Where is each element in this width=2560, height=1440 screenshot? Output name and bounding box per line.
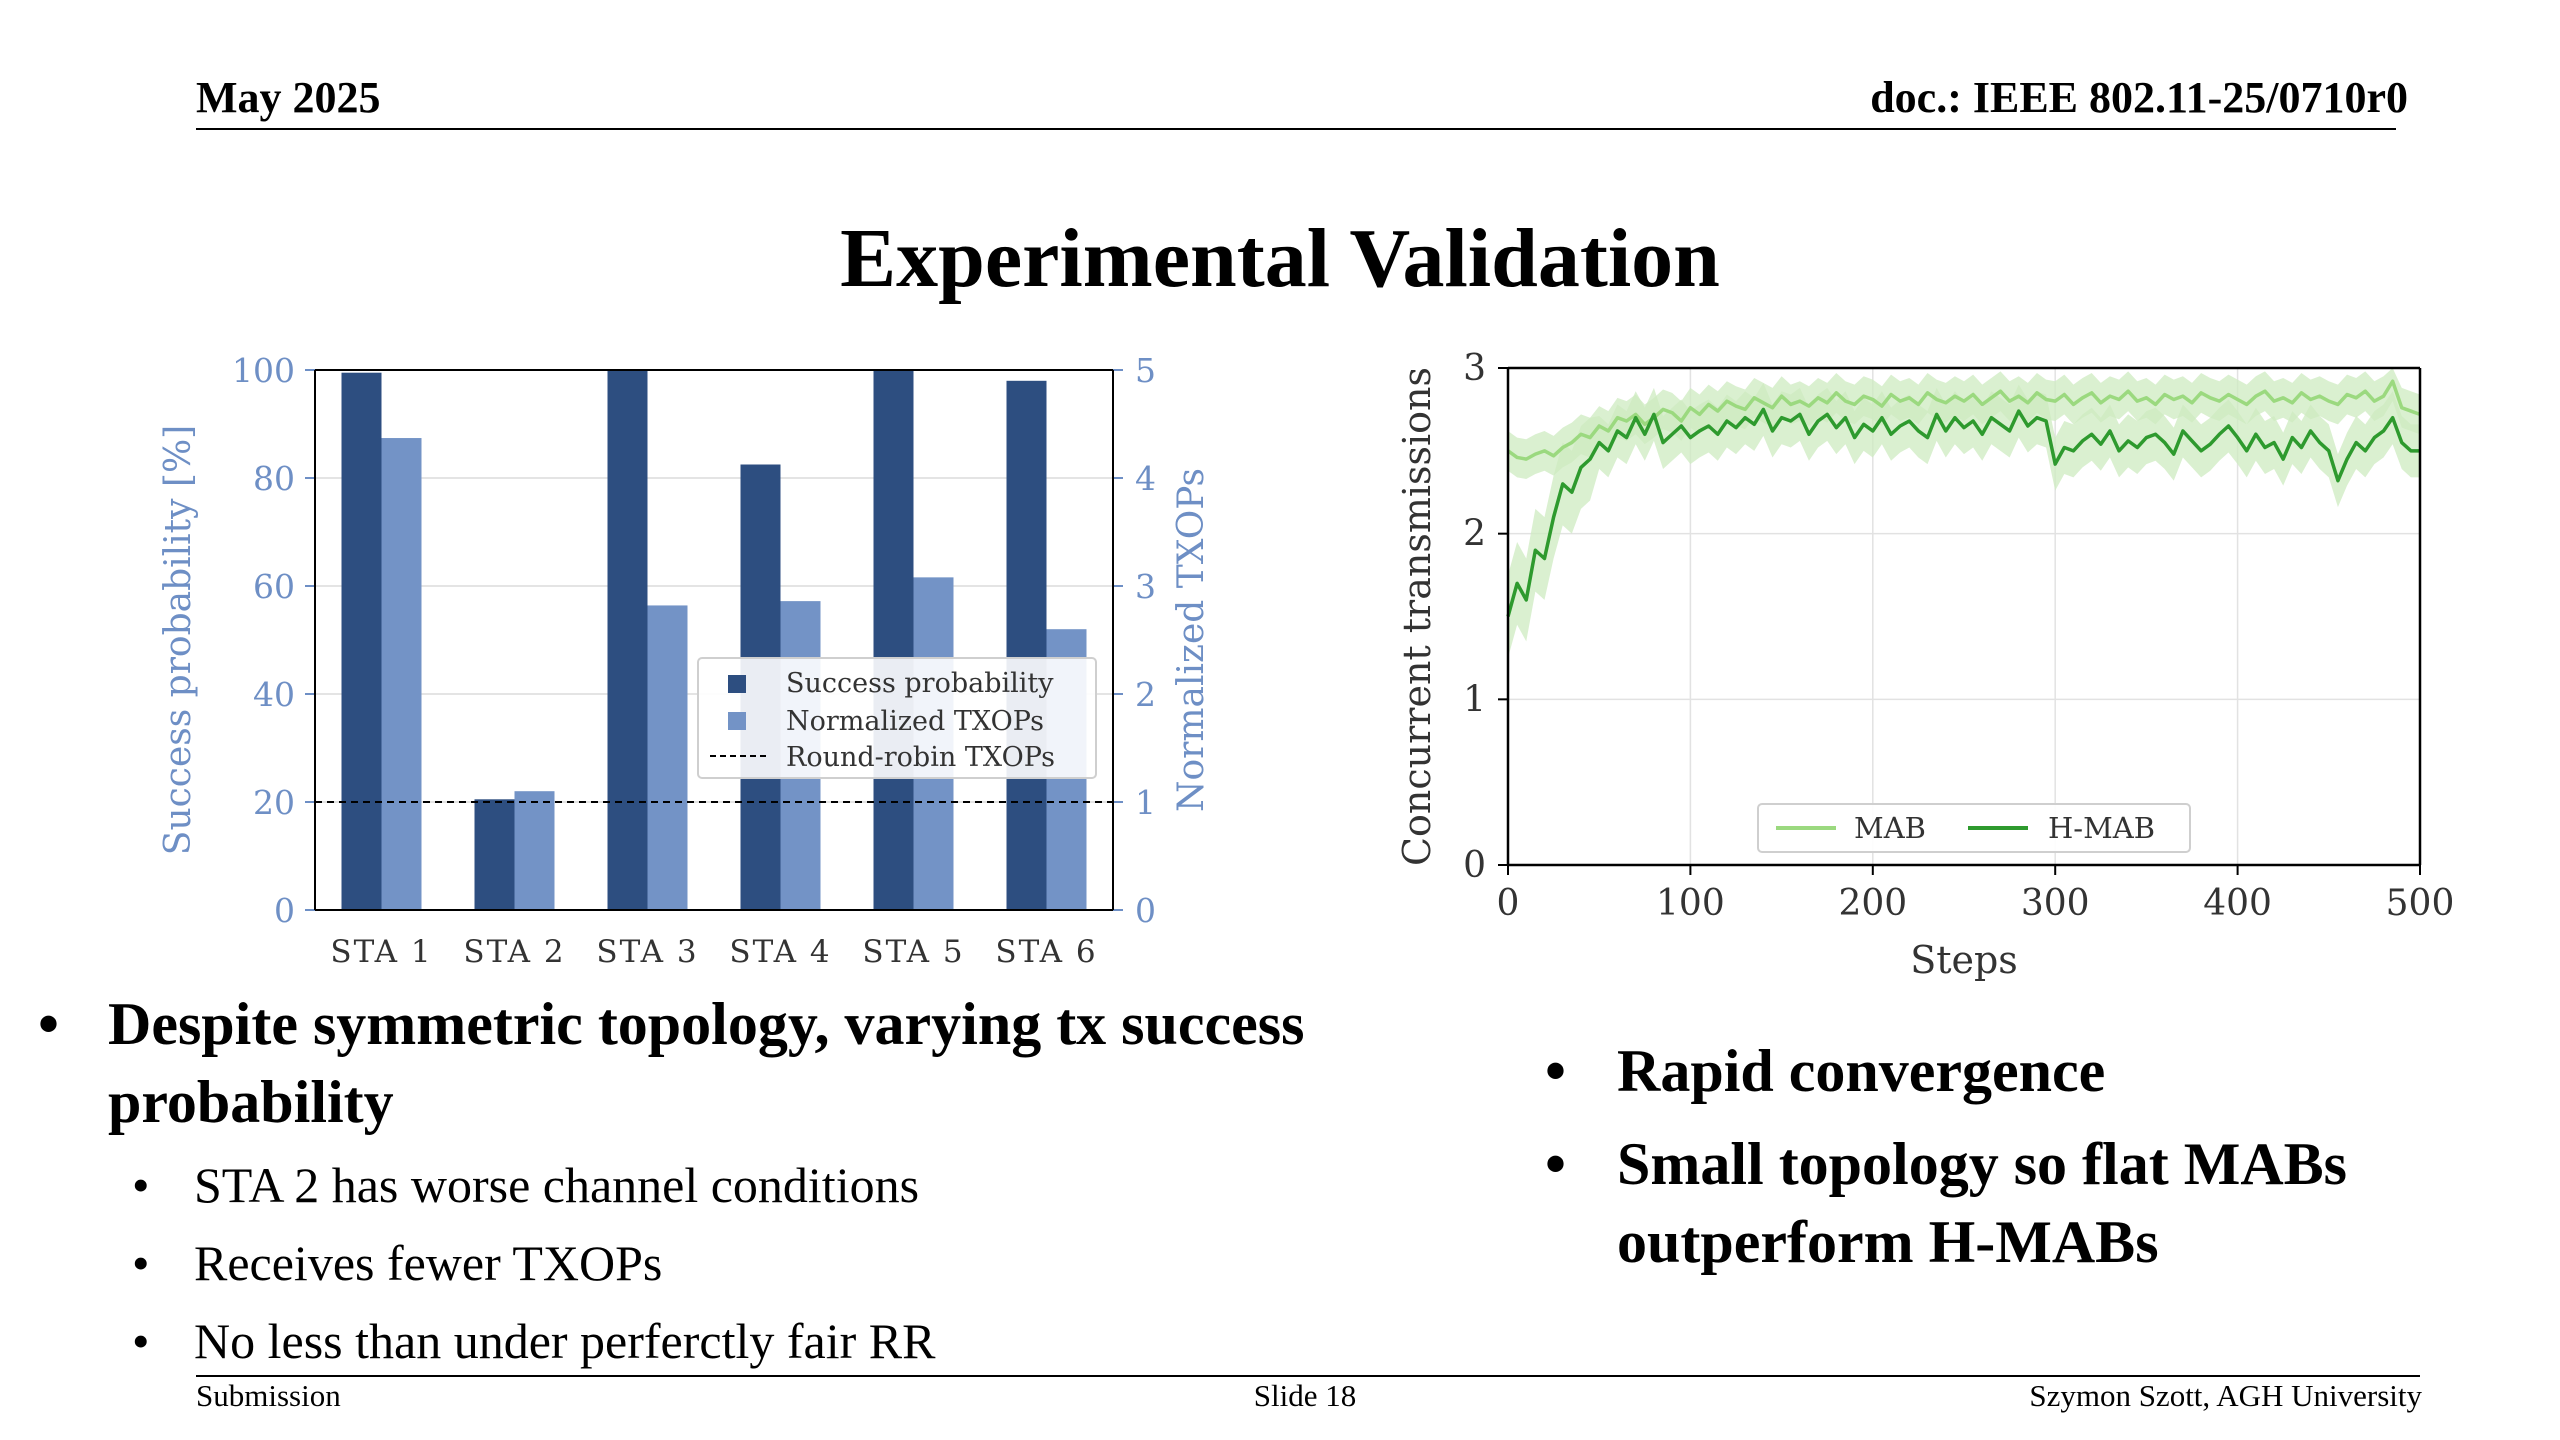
bullet-dot: • bbox=[132, 1157, 150, 1213]
y-right-tick-label: 3 bbox=[1135, 567, 1156, 606]
legend-label: Round-robin TXOPs bbox=[786, 742, 1055, 773]
y-tick-label: 2 bbox=[1463, 514, 1486, 555]
x-tick-label: 500 bbox=[2386, 883, 2455, 924]
bar-normalized-txops bbox=[381, 438, 422, 910]
y-axis-title: Success probability [%] bbox=[158, 425, 199, 855]
left-sub-bullet-3: • No less than under perferctly fair RR bbox=[132, 1311, 1432, 1371]
bar-success-probability bbox=[607, 370, 648, 910]
x-tick-label: STA 5 bbox=[862, 934, 964, 970]
bar-normalized-txops bbox=[647, 605, 688, 910]
bar-success-probability bbox=[474, 799, 515, 910]
bullet-dot: • bbox=[132, 1235, 150, 1291]
x-tick-label: STA 4 bbox=[729, 934, 831, 970]
left-sub-bullet-text: Receives fewer TXOPs bbox=[194, 1235, 663, 1291]
legend-label: MAB bbox=[1854, 811, 1926, 845]
left-sub-bullet-1: • STA 2 has worse channel conditions bbox=[132, 1155, 1432, 1215]
header-doc-id: doc.: IEEE 802.11-25/0710r0 bbox=[1870, 73, 2408, 122]
y-right-tick-label: 4 bbox=[1135, 459, 1156, 498]
x-tick-label: 200 bbox=[1838, 883, 1907, 924]
left-sub-bullet-text: STA 2 has worse channel conditions bbox=[194, 1157, 920, 1213]
y-tick-label: 100 bbox=[232, 351, 295, 390]
left-sub-bullet-2: • Receives fewer TXOPs bbox=[132, 1233, 1432, 1293]
bullet-dot: • bbox=[1545, 1038, 1567, 1104]
footer-author: Szymon Szott, AGH University bbox=[2029, 1378, 2422, 1413]
y-tick-label: 40 bbox=[253, 675, 295, 714]
footer-slide-number: Slide 18 bbox=[1253, 1378, 1357, 1413]
y-tick-label: 80 bbox=[253, 459, 295, 498]
series-line-h-mab bbox=[1506, 407, 2420, 617]
bullet-dot: • bbox=[1545, 1131, 1567, 1197]
bar-success-probability bbox=[873, 370, 914, 910]
x-tick-label: 300 bbox=[2021, 883, 2090, 924]
y-right-tick-label: 1 bbox=[1135, 783, 1156, 822]
y-right-tick-label: 5 bbox=[1135, 351, 1156, 390]
band-h-mab bbox=[1508, 382, 2420, 658]
y-tick-label: 0 bbox=[1463, 845, 1486, 886]
footer-submission: Submission bbox=[196, 1378, 341, 1413]
y-tick-label: 3 bbox=[1463, 348, 1486, 389]
x-tick-label: STA 2 bbox=[463, 934, 565, 970]
bar-success-probability bbox=[1006, 380, 1047, 910]
series-line-mab bbox=[1506, 379, 2421, 461]
line-chart-concurrent-transmissions: 0 100 200 300 400 500 0 1 2 3 Steps Concurrent tran… bbox=[1395, 348, 2455, 982]
x-tick-label: STA 6 bbox=[995, 934, 1097, 970]
bullet-dot: • bbox=[132, 1313, 150, 1369]
band-mab bbox=[1508, 368, 2420, 479]
legend-label: H-MAB bbox=[2048, 811, 2155, 845]
bar-normalized-txops bbox=[514, 791, 555, 910]
x-tick-label: 0 bbox=[1497, 883, 1520, 924]
slide-title: Experimental Validation bbox=[840, 212, 1720, 305]
right-bullet-text: Small topology so flat MABs outperform H… bbox=[1617, 1131, 2348, 1275]
left-sub-bullet-text: No less than under perferctly fair RR bbox=[194, 1313, 936, 1369]
x-tick-label: 400 bbox=[2203, 883, 2272, 924]
legend-box bbox=[697, 657, 1097, 779]
x-axis-title: Steps bbox=[1910, 938, 2018, 982]
y-tick-label: 0 bbox=[274, 891, 295, 930]
y-tick-label: 20 bbox=[253, 783, 295, 822]
legend-label: Normalized TXOPs bbox=[786, 706, 1044, 737]
legend-label: Success probability bbox=[786, 668, 1054, 699]
y-right-tick-label: 2 bbox=[1135, 675, 1156, 714]
bar-chart-success-txops: 0 20 40 60 80 100 0 1 2 3 4 5 STA 1 STA 2 STA 3 STA 4 ST… bbox=[158, 351, 1212, 970]
left-main-bullet: • Despite symmetric topology, varying tx… bbox=[38, 985, 1438, 1141]
bullet-dot: • bbox=[38, 991, 60, 1057]
legend-swatch-normalized-txops bbox=[728, 712, 746, 730]
y-tick-label: 1 bbox=[1463, 679, 1486, 720]
x-tick-label: STA 1 bbox=[330, 934, 432, 970]
x-tick-label: 100 bbox=[1656, 883, 1725, 924]
right-bullet-2: • Small topology so flat MABs outperform… bbox=[1545, 1125, 2445, 1281]
header-rule bbox=[196, 128, 2396, 130]
y-axis-title: Concurrent transmissions bbox=[1395, 367, 1439, 866]
y-right-tick-label: 0 bbox=[1135, 891, 1156, 930]
x-tick-label: STA 3 bbox=[596, 934, 698, 970]
bar-success-probability bbox=[341, 372, 382, 910]
right-bullet-text: Rapid convergence bbox=[1617, 1038, 2106, 1104]
header-date: May 2025 bbox=[196, 73, 381, 122]
y-right-axis-title: Normalized TXOPs bbox=[1171, 468, 1212, 812]
y-tick-label: 60 bbox=[253, 567, 295, 606]
legend-swatch-success-probability bbox=[728, 675, 746, 693]
right-bullet-1: • Rapid convergence bbox=[1545, 1032, 2445, 1110]
left-main-bullet-text: Despite symmetric topology, varying tx s… bbox=[108, 991, 1305, 1135]
footer-rule bbox=[196, 1375, 2420, 1377]
